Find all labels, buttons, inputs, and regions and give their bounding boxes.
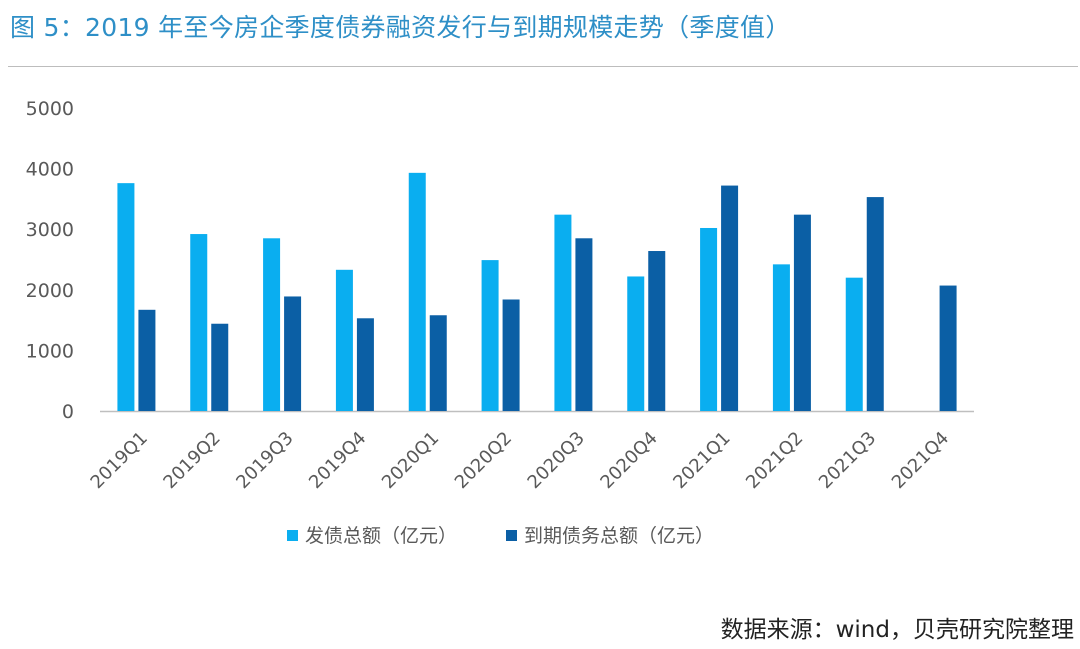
bar-issue [263, 238, 281, 411]
bar-maturity [721, 185, 739, 411]
bar-issue [408, 172, 426, 411]
bar-maturity [575, 238, 593, 411]
x-tick-label: 2021Q4 [888, 428, 953, 493]
x-tick-label: 2019Q2 [159, 428, 224, 493]
x-tick-label: 2019Q4 [305, 428, 370, 493]
bar-issue [481, 260, 499, 411]
bar-maturity [429, 315, 447, 411]
bar-maturity [502, 299, 520, 411]
bar-maturity [866, 197, 884, 411]
bar-issue [845, 277, 863, 411]
bar-maturity [793, 214, 811, 411]
data-source-note: 数据来源：wind，贝壳研究院整理 [720, 617, 1074, 643]
bar-issue [772, 264, 790, 411]
legend-issue-label: 发债总额（亿元） [305, 525, 457, 547]
bar-maturity [939, 285, 957, 411]
bar-maturity [138, 309, 156, 411]
bar-maturity [211, 323, 229, 411]
y-tick-label: 0 [62, 401, 74, 423]
chart-title: 图 5：2019 年至今房企季度债券融资发行与到期规模走势（季度值） [10, 13, 791, 42]
x-tick-label: 2019Q1 [87, 428, 152, 493]
bar-issue [627, 276, 645, 411]
y-tick-label: 3000 [26, 219, 74, 241]
title-divider [8, 66, 1078, 67]
bar-issue [335, 269, 353, 411]
legend-issue-swatch [287, 530, 298, 541]
legend-maturity-label: 到期债务总额（亿元） [524, 525, 714, 547]
x-tick-label: 2020Q1 [378, 428, 443, 493]
bar-issue [554, 214, 572, 411]
y-tick-label: 5000 [26, 98, 74, 120]
y-tick-label: 2000 [26, 280, 74, 302]
x-tick-label: 2021Q2 [742, 428, 807, 493]
bar-maturity [284, 296, 302, 411]
x-tick-label: 2021Q1 [669, 428, 734, 493]
bar-maturity [356, 318, 374, 411]
bar-maturity [648, 251, 666, 411]
bar-issue [117, 183, 135, 411]
legend-maturity-swatch [506, 530, 517, 541]
x-tick-label: 2021Q3 [815, 428, 880, 493]
y-tick-label: 4000 [26, 159, 74, 181]
y-tick-label: 1000 [26, 340, 74, 362]
x-tick-label: 2020Q2 [451, 428, 516, 493]
bar-issue [700, 227, 718, 411]
x-tick-label: 2020Q4 [596, 428, 661, 493]
x-tick-label: 2019Q3 [232, 428, 297, 493]
x-tick-label: 2020Q3 [524, 428, 589, 493]
bar-issue [190, 234, 208, 411]
